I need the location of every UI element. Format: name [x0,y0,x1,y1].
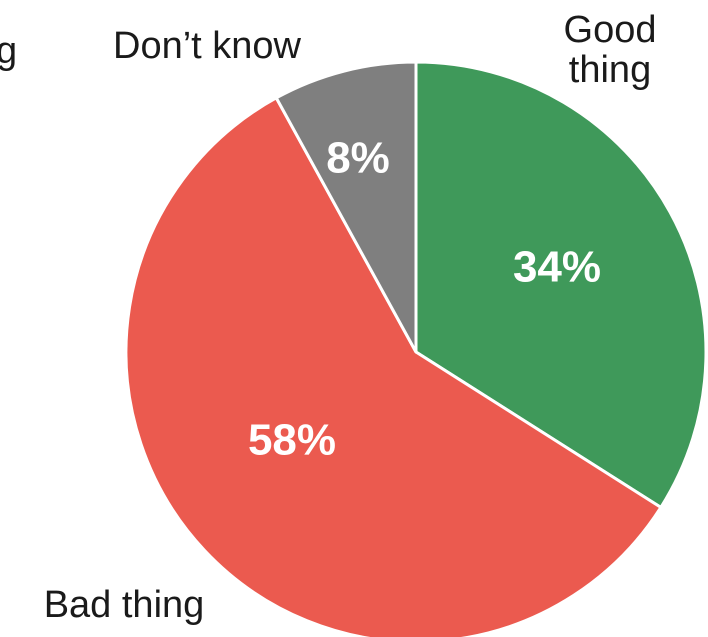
pie-slices [124,60,708,637]
category-labels: Good thing Bad thing Don’t know [44,9,657,626]
percent-labels: 34% 58% 8% [248,134,601,465]
slice-category-label-line: thing [569,49,651,91]
pie-slice-0 [414,60,708,509]
slice-category-label-line: Good [564,9,657,51]
pie-slice-1 [124,96,663,637]
slice-percent-label-2: 8% [326,134,390,183]
slice-percent-label-1: 58% [248,416,336,465]
slice-category-label-line: Bad thing [44,584,205,626]
clipped-left-label: g [0,30,17,72]
pie-slice-2 [274,60,418,354]
slice-category-label-0: Good thing [564,9,657,91]
slice-category-label-line: Don’t know [113,25,302,67]
slice-percent-label-0: 34% [513,243,601,292]
slice-category-label-2: Don’t know [113,25,302,67]
slice-category-label-1: Bad thing [44,584,205,626]
